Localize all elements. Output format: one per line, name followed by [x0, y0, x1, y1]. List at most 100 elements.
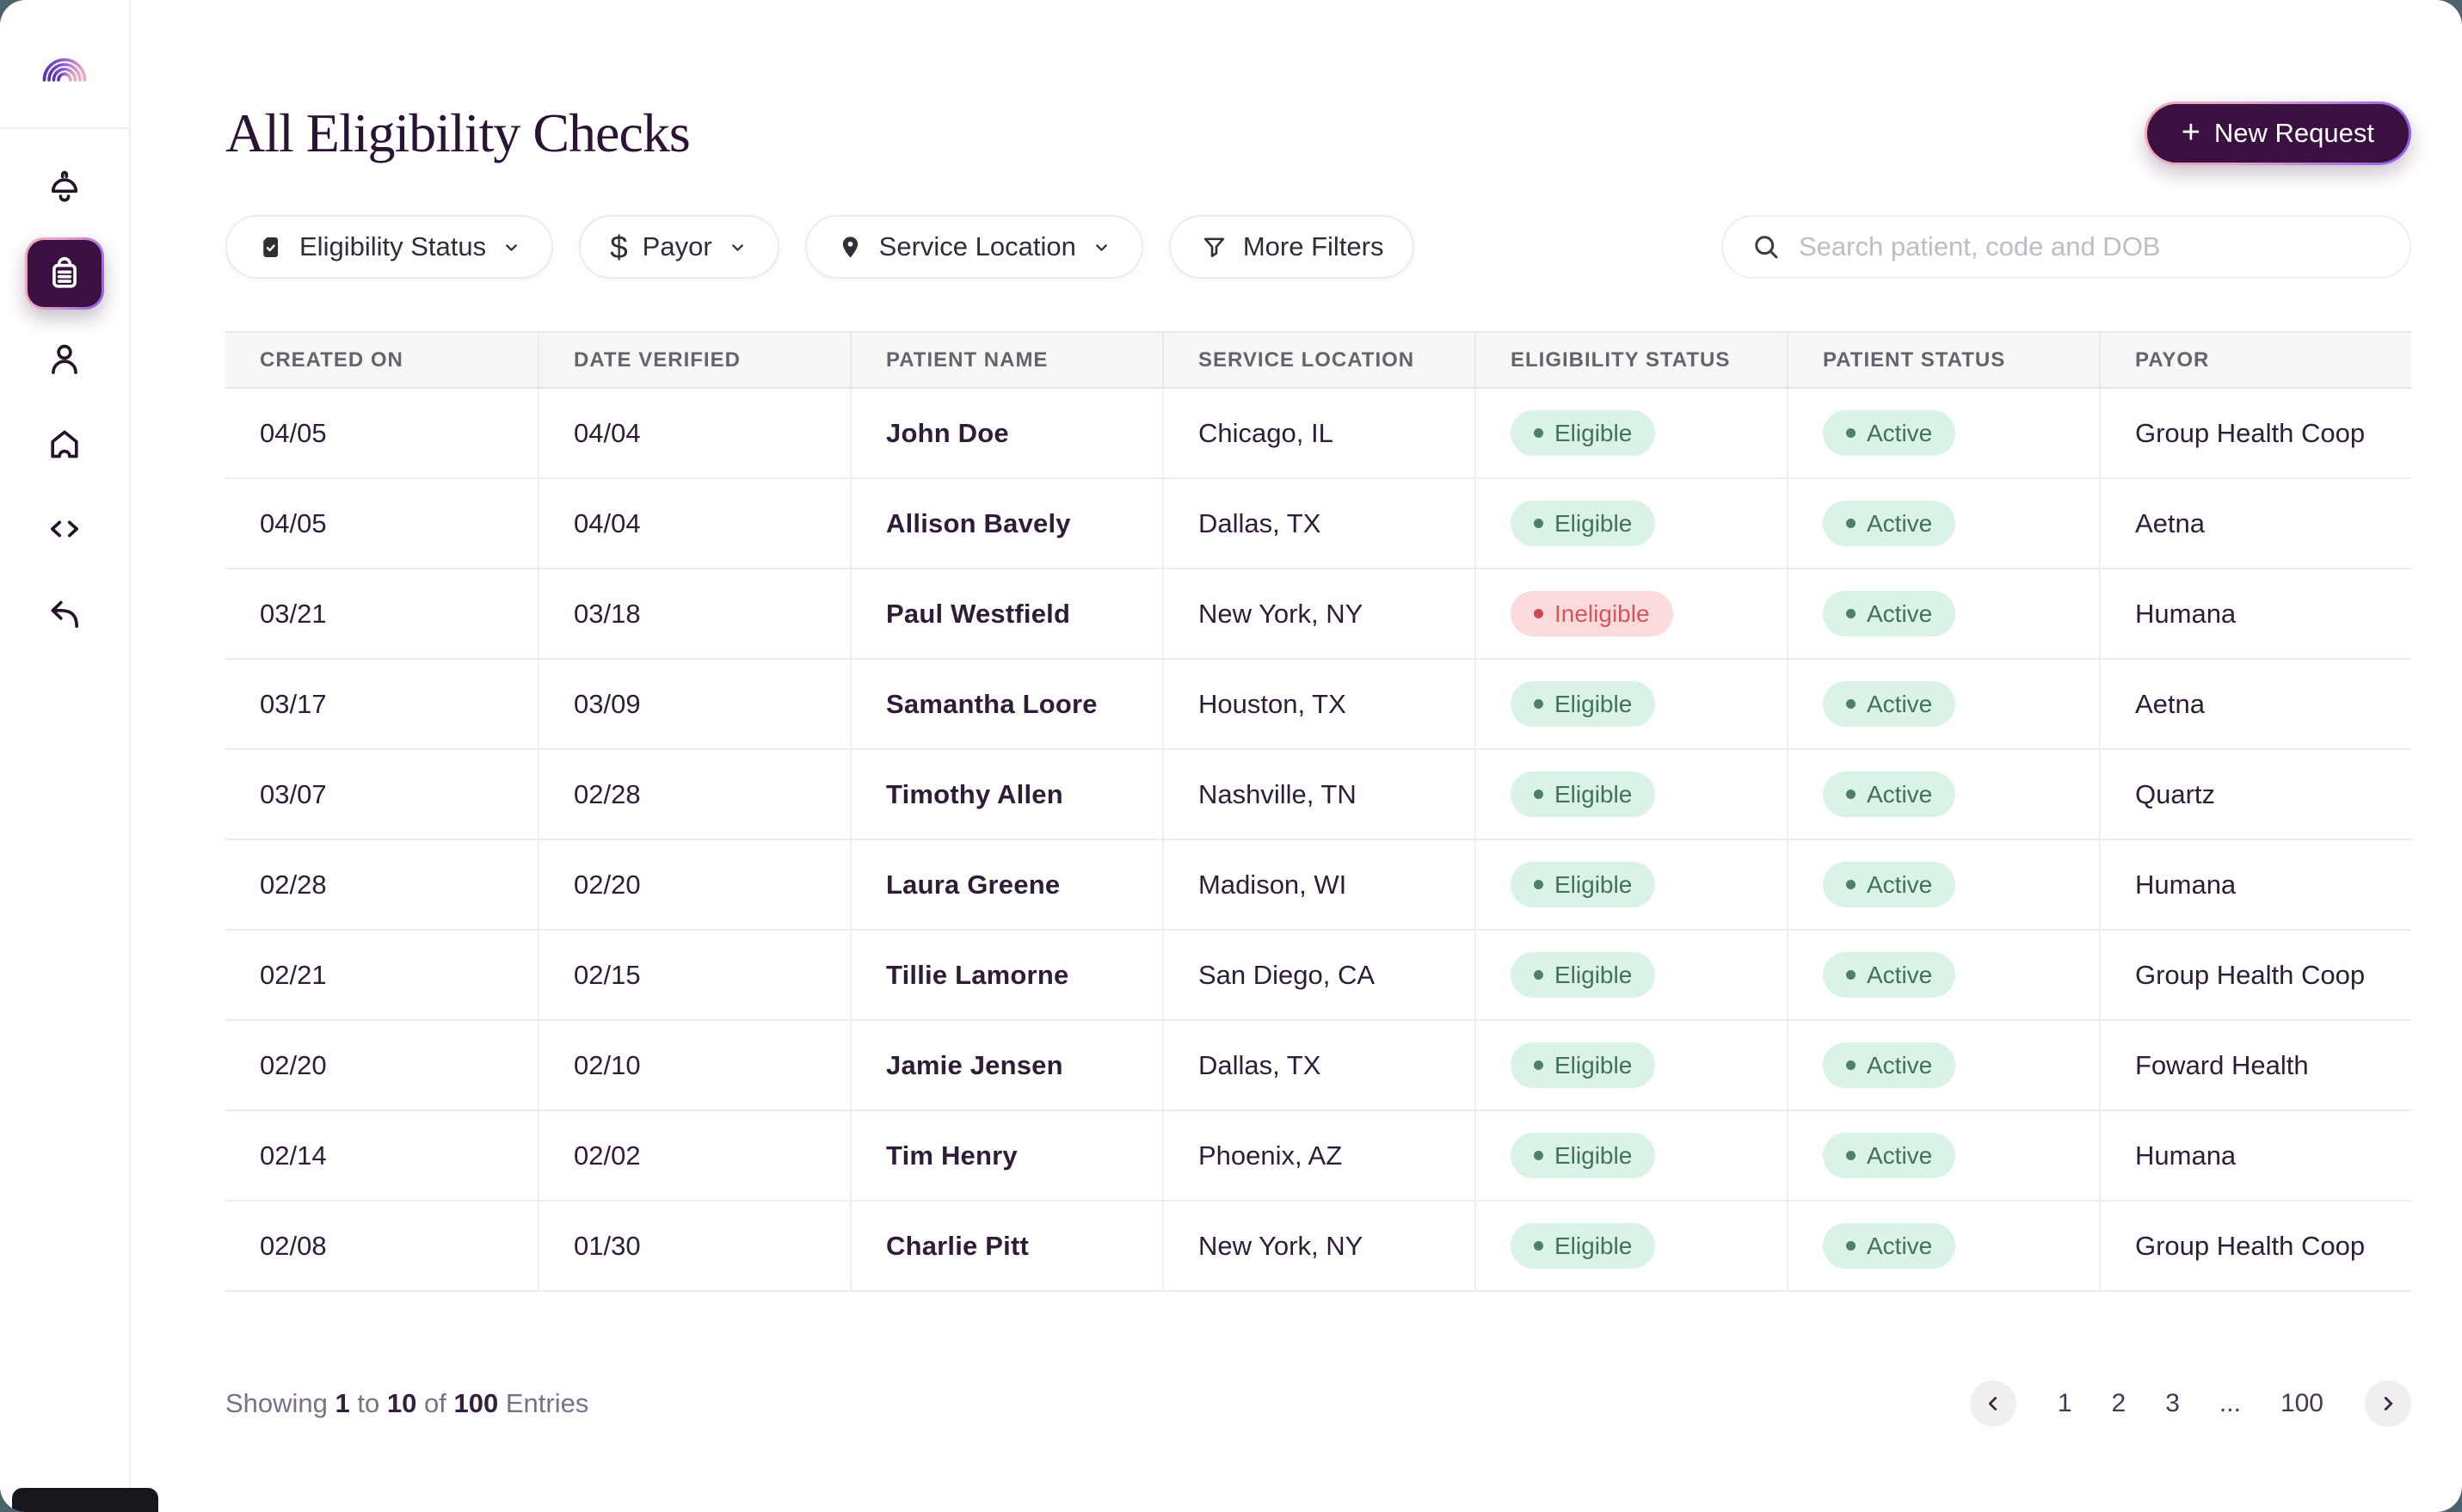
date-verified-cell: 03/09 — [538, 660, 850, 748]
page-number[interactable]: 3 — [2165, 1389, 2180, 1417]
eligibility-status-badge-label: Eligible — [1554, 961, 1633, 988]
new-request-button[interactable]: + New Request — [2145, 101, 2411, 165]
service-location-filter[interactable]: Service Location — [804, 215, 1143, 279]
chevron-down-icon — [731, 243, 743, 251]
table-row[interactable]: 04/05 04/04 John Doe Chicago, IL Eligibl… — [225, 389, 2411, 479]
summary-from: 1 — [335, 1388, 350, 1418]
created-on-cell: 02/14 — [260, 1140, 327, 1171]
patient-status-badge: Active — [1823, 771, 1956, 817]
service-location-cell: Phoenix, AZ — [1162, 1111, 1474, 1200]
status-dot-icon — [1534, 428, 1543, 438]
sidebar-item-eligibility-checks[interactable] — [25, 237, 104, 310]
status-dot-icon — [1534, 1241, 1543, 1251]
patient-status-badge-label: Active — [1867, 961, 1933, 988]
clipboard-check-icon — [52, 256, 77, 288]
patient-status-badge-label: Active — [1867, 870, 1933, 898]
payor-cell: Humana — [2099, 1111, 2411, 1200]
table-row[interactable]: 02/28 02/20 Laura Greene Madison, WI Eli… — [225, 840, 2411, 931]
date-verified-cell: 02/02 — [538, 1111, 850, 1200]
page-ellipsis: ... — [2219, 1389, 2241, 1417]
entries-summary: Showing 1 to 10 of 100 Entries — [225, 1388, 588, 1419]
patient-status-badge-label: Active — [1867, 419, 1933, 446]
eligibility-status-cell: Eligible — [1474, 660, 1787, 748]
status-dot-icon — [1846, 1151, 1856, 1160]
eligibility-status-badge-label: Eligible — [1554, 690, 1633, 717]
sidebar-item-notifications[interactable] — [25, 152, 104, 224]
payor-cell: Humana — [2099, 840, 2411, 929]
column-header-patient-name: Patient Name — [850, 333, 1162, 387]
patient-name-cell: John Doe — [850, 389, 1162, 477]
date-verified-cell: 02/10 — [538, 1021, 850, 1109]
eligibility-status-badge: Eligible — [1511, 681, 1656, 727]
table-row[interactable]: 02/21 02/15 Tillie Lamorne San Diego, CA… — [225, 931, 2411, 1021]
sidebar-item-developer[interactable] — [25, 493, 104, 565]
table-row[interactable]: 03/07 02/28 Timothy Allen Nashville, TN … — [225, 750, 2411, 840]
status-dot-icon — [1846, 699, 1856, 709]
patient-status-cell: Active — [1787, 1021, 2099, 1109]
patient-name-cell: Allison Bavely — [850, 479, 1162, 568]
date-verified-cell: 02/15 — [538, 931, 850, 1019]
search-input[interactable] — [1799, 231, 2382, 262]
patient-status-cell: Active — [1787, 569, 2099, 658]
table-row[interactable]: 02/08 01/30 Charlie Pitt New York, NY El… — [225, 1202, 2411, 1292]
page-number[interactable]: 2 — [2111, 1389, 2127, 1417]
more-filters-button[interactable]: More Filters — [1168, 215, 1415, 279]
patient-status-badge: Active — [1823, 410, 1956, 456]
sidebar — [0, 0, 131, 1512]
table-row[interactable]: 04/05 04/04 Allison Bavely Dallas, TX El… — [225, 479, 2411, 569]
summary-word: Entries — [505, 1388, 589, 1418]
new-request-label: New Request — [2213, 118, 2374, 148]
date-verified-cell: 04/04 — [538, 389, 850, 477]
eligibility-status-filter[interactable]: Eligibility Status — [225, 215, 554, 279]
status-dot-icon — [1534, 609, 1543, 618]
page-number[interactable]: 1 — [2057, 1389, 2072, 1417]
main-content: All Eligibility Checks + New Request Eli… — [131, 0, 2462, 1512]
patient-status-badge: Active — [1823, 591, 1956, 636]
table-row[interactable]: 03/21 03/18 Paul Westfield New York, NY … — [225, 569, 2411, 660]
payor-filter[interactable]: $ Payor — [579, 215, 779, 279]
eligibility-status-cell: Eligible — [1474, 750, 1787, 839]
service-location-cell: Dallas, TX — [1162, 479, 1474, 568]
eligibility-status-badge-label: Eligible — [1554, 1141, 1633, 1169]
previous-page-button[interactable] — [1969, 1380, 2016, 1427]
sidebar-item-back[interactable] — [25, 578, 104, 650]
rainbow-logo-icon — [42, 58, 87, 82]
table-row[interactable]: 03/17 03/09 Samantha Loore Houston, TX E… — [225, 660, 2411, 750]
table-footer: Showing 1 to 10 of 100 Entries 1 2 3... 100 — [225, 1380, 2411, 1427]
created-on-cell: 04/05 — [260, 507, 327, 538]
patient-status-cell: Active — [1787, 840, 2099, 929]
search-box[interactable] — [1721, 215, 2411, 279]
column-header-eligibility-status: Eligibility Status — [1474, 333, 1787, 387]
table-body: 04/05 04/04 John Doe Chicago, IL Eligibl… — [225, 389, 2411, 1292]
eligibility-status-badge-label: Eligible — [1554, 870, 1633, 898]
next-page-button[interactable] — [2365, 1380, 2411, 1427]
sidebar-item-home[interactable] — [25, 408, 104, 480]
patient-status-badge-label: Active — [1867, 1141, 1933, 1169]
payor-cell: Group Health Coop — [2099, 1202, 2411, 1290]
patient-status-badge: Active — [1823, 1042, 1956, 1088]
eligibility-status-badge-label: Eligible — [1554, 1051, 1633, 1079]
service-location-cell: San Diego, CA — [1162, 931, 1474, 1019]
created-on-cell: 02/28 — [260, 869, 327, 900]
patient-status-cell: Active — [1787, 1202, 2099, 1290]
table-row[interactable]: 02/20 02/10 Jamie Jensen Dallas, TX Elig… — [225, 1021, 2411, 1111]
patient-status-badge-label: Active — [1867, 599, 1933, 627]
status-dot-icon — [1534, 1060, 1543, 1070]
table-row[interactable]: 02/14 02/02 Tim Henry Phoenix, AZ Eligib… — [225, 1111, 2411, 1202]
column-header-service-location: Service Location — [1162, 333, 1474, 387]
status-dot-icon — [1846, 428, 1856, 438]
eligibility-status-badge: Eligible — [1511, 862, 1656, 907]
eligibility-status-badge: Eligible — [1511, 501, 1656, 546]
status-dot-icon — [1846, 1241, 1856, 1251]
chevron-down-icon — [506, 243, 517, 251]
more-filters-label: More Filters — [1242, 231, 1384, 261]
page-number[interactable]: 100 — [2280, 1389, 2324, 1417]
payor-cell: Aetna — [2099, 479, 2411, 568]
summary-word: of — [424, 1388, 446, 1418]
page-list: 1 2 3... 100 — [2047, 1389, 2334, 1418]
filter-bar: Eligibility Status $ Payor Service Locat… — [225, 215, 2411, 279]
patient-status-cell: Active — [1787, 389, 2099, 477]
sidebar-item-patients[interactable] — [25, 323, 104, 395]
created-on-cell: 02/21 — [260, 959, 327, 990]
